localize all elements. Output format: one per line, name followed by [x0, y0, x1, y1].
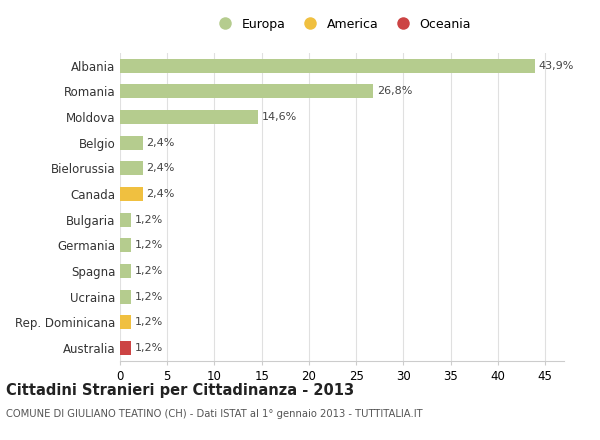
Text: 1,2%: 1,2%	[135, 240, 163, 250]
Text: 1,2%: 1,2%	[135, 266, 163, 276]
Text: COMUNE DI GIULIANO TEATINO (CH) - Dati ISTAT al 1° gennaio 2013 - TUTTITALIA.IT: COMUNE DI GIULIANO TEATINO (CH) - Dati I…	[6, 409, 422, 419]
Text: 2,4%: 2,4%	[146, 189, 175, 199]
Bar	[120, 213, 131, 227]
Text: 2,4%: 2,4%	[146, 163, 175, 173]
Bar	[120, 187, 143, 201]
Bar	[120, 136, 143, 150]
Legend: Europa, America, Oceania: Europa, America, Oceania	[208, 13, 476, 36]
Bar	[120, 290, 131, 304]
Bar	[120, 161, 143, 176]
Text: 1,2%: 1,2%	[135, 292, 163, 302]
Text: Cittadini Stranieri per Cittadinanza - 2013: Cittadini Stranieri per Cittadinanza - 2…	[6, 383, 354, 398]
Text: 1,2%: 1,2%	[135, 215, 163, 225]
Bar	[120, 264, 131, 278]
Text: 14,6%: 14,6%	[262, 112, 297, 122]
Bar	[120, 238, 131, 253]
Bar	[120, 110, 258, 124]
Text: 43,9%: 43,9%	[538, 61, 574, 71]
Bar	[120, 341, 131, 355]
Text: 1,2%: 1,2%	[135, 343, 163, 353]
Text: 26,8%: 26,8%	[377, 86, 412, 96]
Bar	[120, 84, 373, 99]
Text: 2,4%: 2,4%	[146, 138, 175, 148]
Bar	[120, 315, 131, 330]
Bar	[120, 59, 535, 73]
Text: 1,2%: 1,2%	[135, 317, 163, 327]
